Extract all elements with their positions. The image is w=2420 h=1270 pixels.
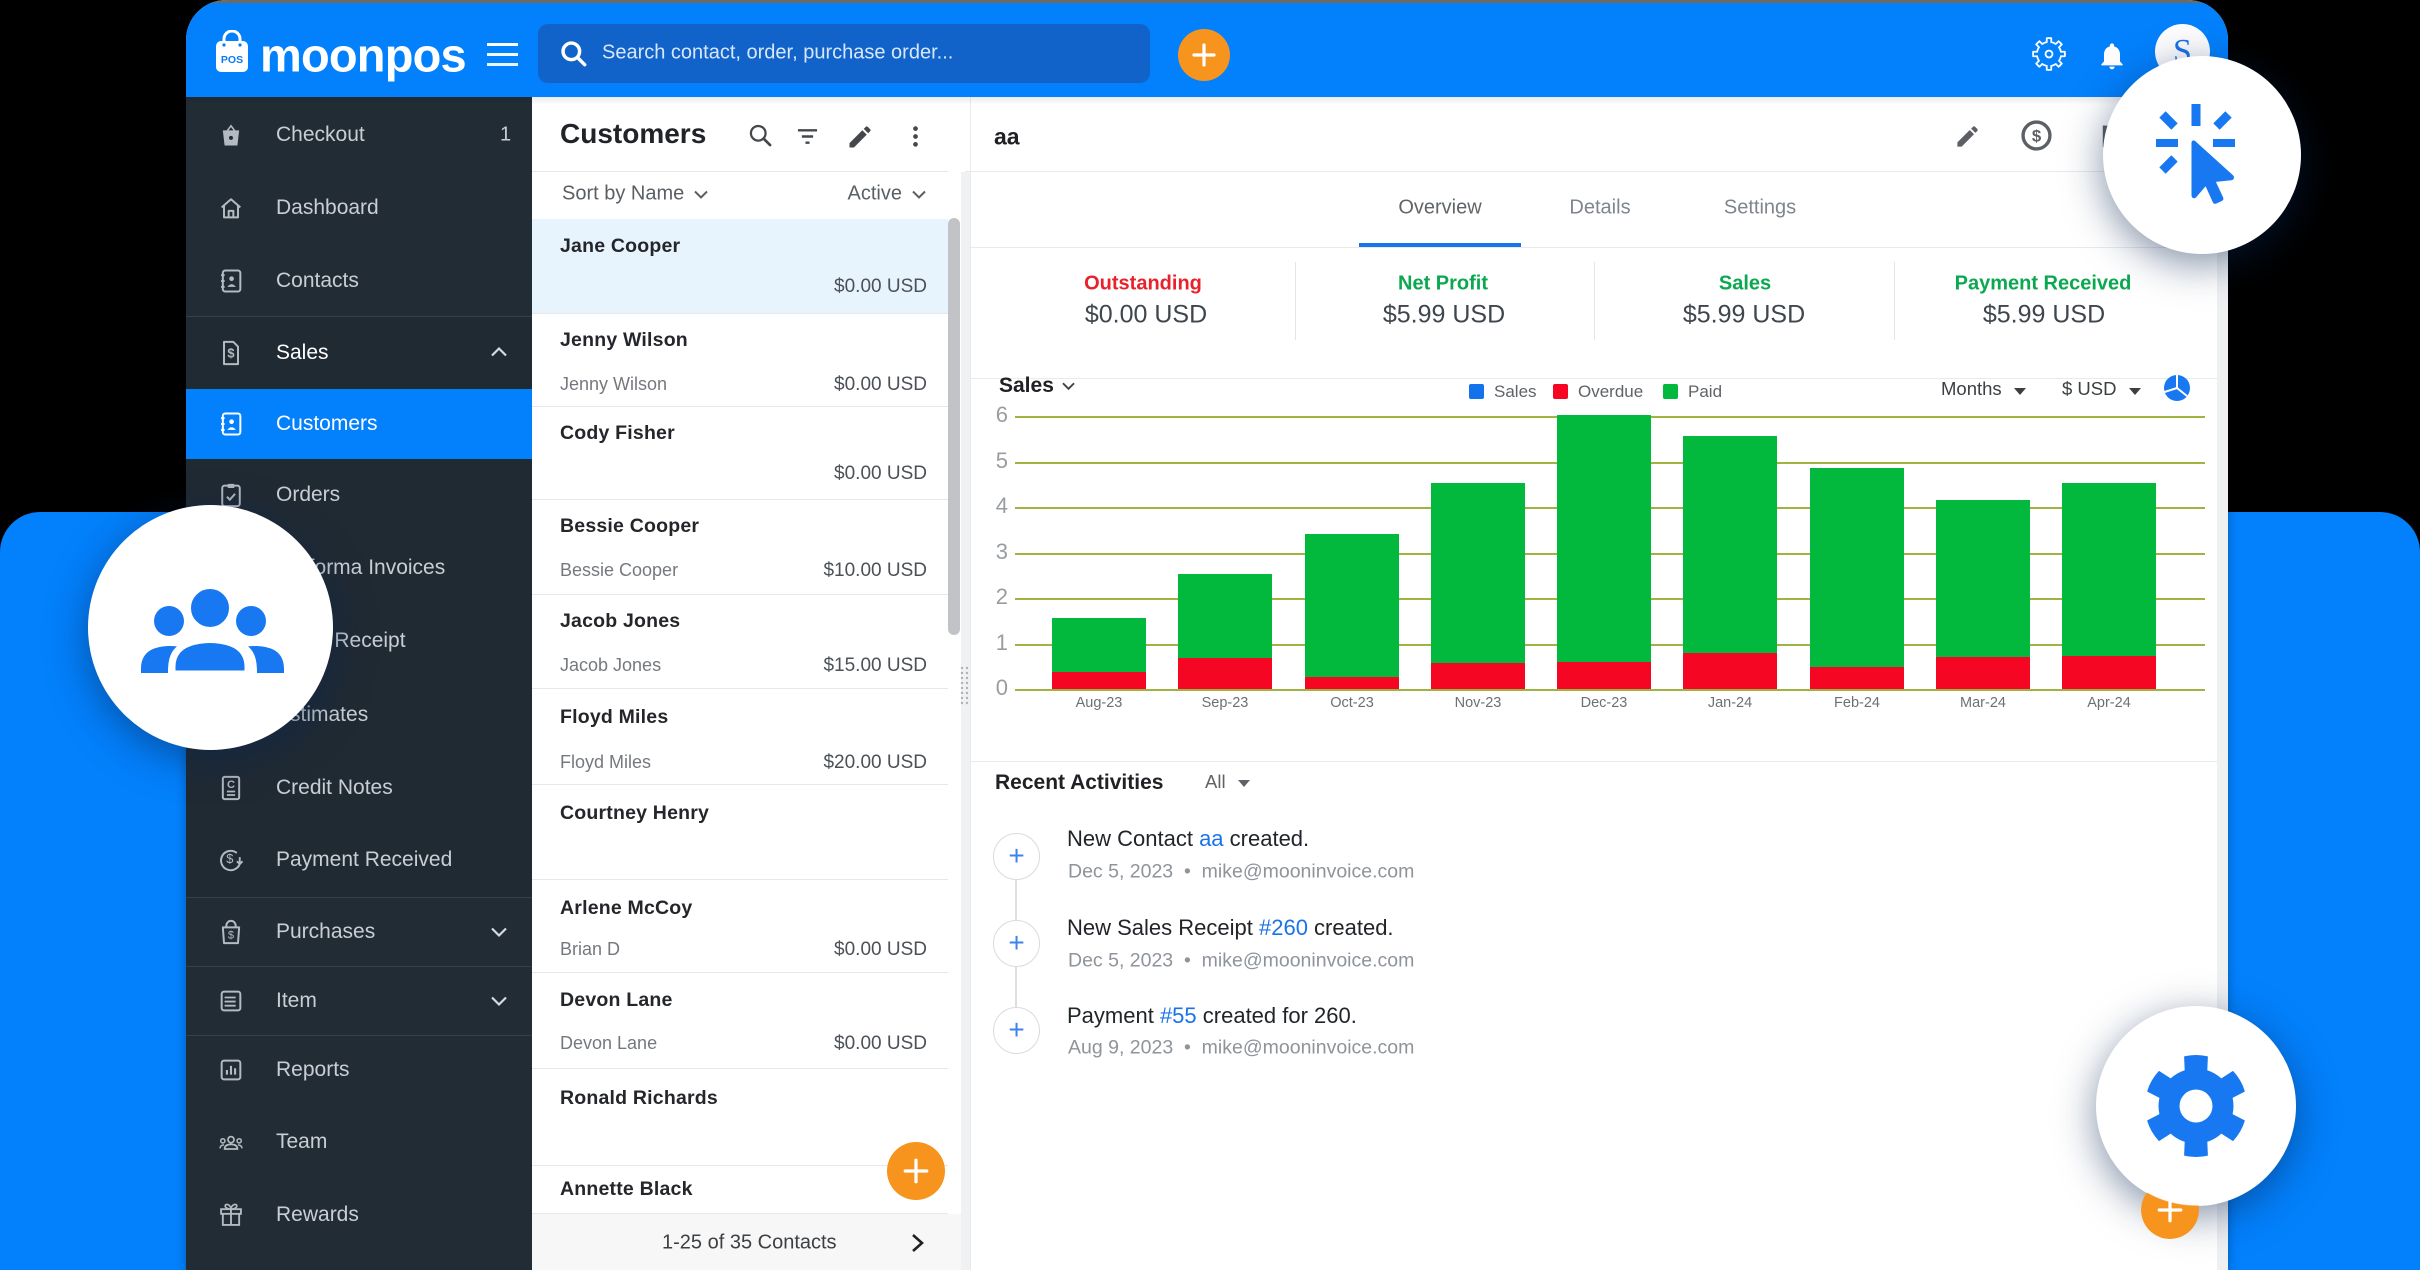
svg-text:C: C bbox=[227, 779, 235, 791]
svg-text:$: $ bbox=[226, 851, 233, 866]
svg-text:$: $ bbox=[228, 929, 234, 941]
svg-text:$: $ bbox=[227, 346, 234, 361]
svg-text:$: $ bbox=[2032, 126, 2042, 145]
svg-text:POS: POS bbox=[221, 54, 243, 66]
